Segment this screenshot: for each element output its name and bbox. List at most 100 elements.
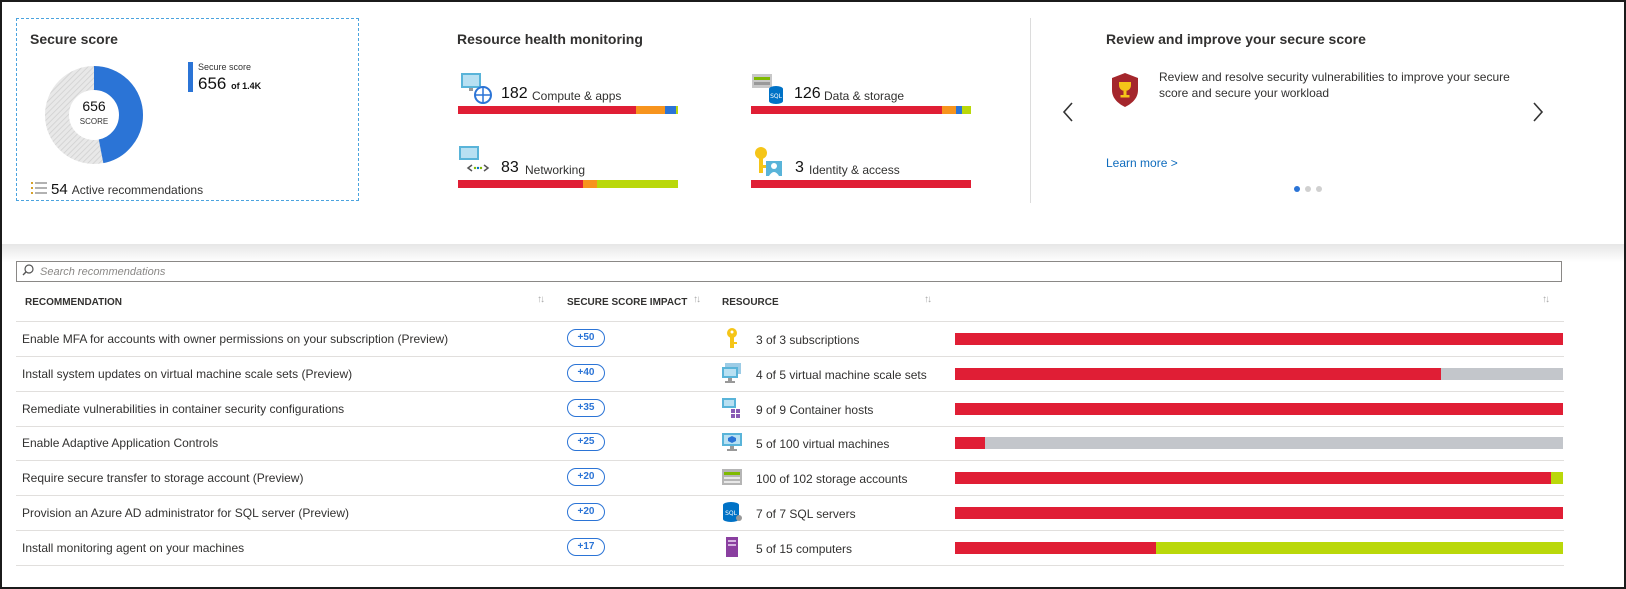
bar-segment-gray [1441, 368, 1563, 380]
table-row[interactable]: Provision an Azure AD administrator for … [16, 496, 1564, 531]
bar-segment-red [955, 403, 1563, 415]
sort-resource-icon[interactable]: ↑↓ [924, 294, 932, 305]
resource-count: 5 of 15 computers [756, 542, 853, 556]
resource-count: 4 of 5 virtual machine scale sets [756, 368, 927, 382]
resource-status-bar [955, 507, 1563, 519]
bar-segment-gray [985, 437, 1563, 449]
compute-count: 182 [501, 85, 528, 102]
carousel-dot[interactable] [1305, 186, 1311, 192]
table-row[interactable]: Install system updates on virtual machin… [16, 357, 1564, 392]
score-impact-badge: +20 [567, 503, 605, 521]
bar-segment-red [458, 180, 584, 188]
bar-segment-red [955, 507, 1563, 519]
table-row[interactable]: Enable Adaptive Application Controls +25 5… [16, 426, 1564, 461]
resource-count: 5 of 100 virtual machines [756, 437, 890, 451]
identity-count: 3 [795, 159, 804, 176]
computer-icon [721, 536, 743, 558]
health-compute[interactable]: 182 Compute & apps [458, 71, 680, 114]
resource-count: 100 of 102 storage accounts [756, 472, 908, 486]
identity-key-icon [751, 145, 785, 179]
secure-score-donut: 656 SCORE [44, 65, 144, 165]
recommendations-label: Active recommendations [71, 182, 204, 197]
column-header-recommendation[interactable]: RECOMMENDATION [25, 297, 123, 308]
compute-label: Compute & apps [532, 89, 622, 103]
sort-recommendation-icon[interactable]: ↑↓ [537, 294, 545, 305]
recommendation-name[interactable]: Provision an Azure AD administrator for … [22, 506, 350, 520]
virtual-machine-icon [721, 431, 743, 453]
column-header-impact[interactable]: SECURE SCORE IMPACT [567, 297, 688, 308]
column-header-resource[interactable]: RESOURCE [722, 297, 779, 308]
active-recommendations[interactable]: 54 Active recommendations [31, 181, 203, 198]
carousel-dot[interactable] [1294, 186, 1300, 192]
carousel-prev-arrow-icon[interactable] [1060, 100, 1076, 124]
svg-text:SQL: SQL [725, 510, 738, 517]
search-box[interactable] [16, 261, 1562, 282]
score-impact-badge: +50 [567, 329, 605, 347]
table-row[interactable]: Install monitoring agent on your machine… [16, 531, 1564, 566]
recommendation-name[interactable]: Install system updates on virtual machin… [22, 367, 353, 381]
secure-score-card[interactable]: Secure score 656 SCORE Secure score [16, 18, 359, 201]
data-storage-count: 126 [794, 85, 821, 102]
carousel-pager [1294, 186, 1322, 192]
score-impact-badge: +40 [567, 364, 605, 382]
legend-max: of 1.4K [231, 81, 262, 91]
row-divider [16, 530, 1564, 531]
resource-status-bar [955, 368, 1563, 380]
resource-health-title: Resource health monitoring [457, 31, 643, 47]
vm-scale-set-icon [721, 362, 743, 384]
row-divider [16, 495, 1564, 496]
recommendation-name[interactable]: Require secure transfer to storage accou… [22, 471, 304, 485]
bar-segment-lime [1550, 472, 1563, 484]
learn-more-link[interactable]: Learn more > [1106, 156, 1178, 170]
bar-segment-lime [596, 180, 678, 188]
legend-swatch [188, 62, 193, 92]
health-identity[interactable]: 3 Identity & access [751, 145, 973, 188]
review-title: Review and improve your secure score [1106, 31, 1366, 47]
search-input[interactable] [34, 265, 1561, 278]
sort-status-icon[interactable]: ↑↓ [1542, 294, 1550, 305]
row-divider [16, 426, 1564, 427]
compute-health-bar [458, 106, 678, 114]
secure-score-title: Secure score [30, 31, 118, 47]
section-divider [1030, 18, 1031, 203]
health-networking[interactable]: 83 Networking [458, 145, 680, 188]
resource-status-bar [955, 437, 1563, 449]
sort-impact-icon[interactable]: ↑↓ [693, 294, 701, 305]
score-impact-badge: +35 [567, 399, 605, 417]
row-divider [16, 391, 1564, 392]
search-icon [22, 263, 34, 281]
carousel-next-arrow-icon[interactable] [1530, 100, 1546, 124]
storage-account-icon [721, 466, 743, 488]
svg-text:SQL: SQL [770, 93, 783, 100]
list-icon [31, 182, 47, 197]
score-impact-badge: +20 [567, 468, 605, 486]
data-storage-label: Data & storage [824, 89, 905, 103]
recommendation-name[interactable]: Install monitoring agent on your machine… [22, 541, 245, 555]
table-row[interactable]: Enable MFA for accounts with owner permi… [16, 322, 1564, 357]
resource-status-bar [955, 333, 1563, 345]
panel-shadow [2, 244, 1624, 262]
bar-segment-lime [1155, 542, 1563, 554]
table-row[interactable]: Require secure transfer to storage accou… [16, 461, 1564, 496]
table-row[interactable]: Remediate vulnerabilities in container s… [16, 392, 1564, 427]
bar-segment-lime [675, 106, 678, 114]
bar-segment-orange [583, 180, 597, 188]
container-host-icon [721, 397, 743, 419]
carousel-dot[interactable] [1316, 186, 1322, 192]
bar-segment-orange [636, 106, 665, 114]
trophy-shield-icon [1111, 72, 1139, 108]
bar-segment-red [955, 333, 1563, 345]
row-divider [16, 356, 1564, 357]
recommendation-name[interactable]: Enable Adaptive Application Controls [22, 436, 219, 450]
networking-label: Networking [525, 163, 586, 177]
recommendation-name[interactable]: Remediate vulnerabilities in container s… [22, 402, 345, 416]
sql-storage-icon: SQL [751, 71, 785, 105]
health-data-storage[interactable]: SQL 126 Data & storage [751, 71, 973, 114]
networking-count: 83 [501, 159, 519, 176]
overview-panel: Secure score 656 SCORE Secure score [2, 2, 1624, 244]
recommendation-name[interactable]: Enable MFA for accounts with owner permi… [22, 332, 449, 346]
score-value: 656 [82, 98, 106, 114]
legend-value: 656 of 1.4K [198, 74, 262, 93]
recommendations-count: 54 [51, 181, 68, 198]
